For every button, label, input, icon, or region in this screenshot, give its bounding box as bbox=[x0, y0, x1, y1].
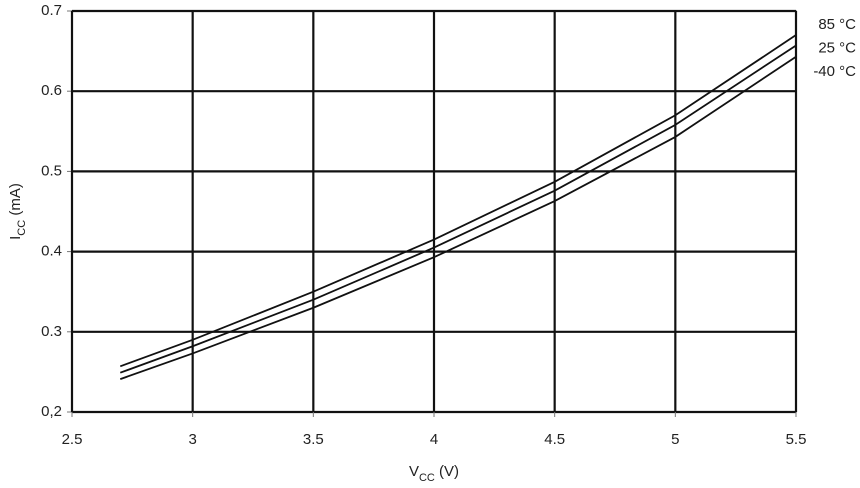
x-tick-label: 4.5 bbox=[544, 431, 565, 448]
x-axis-label-part: (V) bbox=[435, 463, 459, 480]
y-tick-label: 0,2 bbox=[41, 403, 62, 420]
series-line bbox=[119, 44, 797, 374]
x-tick-label: 5 bbox=[671, 431, 679, 448]
x-axis-label-part: V bbox=[409, 463, 419, 480]
y-axis-label-part: I bbox=[7, 236, 24, 240]
y-axis-label-part: CC bbox=[16, 220, 28, 236]
y-tick-label: 0.5 bbox=[41, 162, 62, 179]
x-axis-label: VCC (V) bbox=[409, 463, 459, 484]
y-tick-label: 0.3 bbox=[41, 323, 62, 340]
series-line bbox=[119, 34, 797, 368]
legend-label: -40 °C bbox=[813, 63, 856, 80]
y-axis-label: ICC (mA) bbox=[7, 183, 28, 240]
series-line bbox=[119, 55, 797, 380]
y-tick-label: 0.7 bbox=[41, 2, 62, 19]
x-axis-label-part: CC bbox=[419, 472, 435, 484]
legend-label: 25 °C bbox=[818, 39, 856, 56]
y-tick-label: 0.4 bbox=[41, 243, 62, 260]
x-tick-label: 3.5 bbox=[303, 431, 324, 448]
y-tick-label: 0.6 bbox=[41, 82, 62, 99]
y-axis-label-part: (mA) bbox=[7, 183, 24, 220]
x-tick-label: 2.5 bbox=[62, 431, 83, 448]
x-tick-label: 4 bbox=[430, 431, 438, 448]
x-tick-label: 3 bbox=[188, 431, 196, 448]
x-tick-label: 5.5 bbox=[786, 431, 807, 448]
legend-label: 85 °C bbox=[818, 16, 856, 33]
